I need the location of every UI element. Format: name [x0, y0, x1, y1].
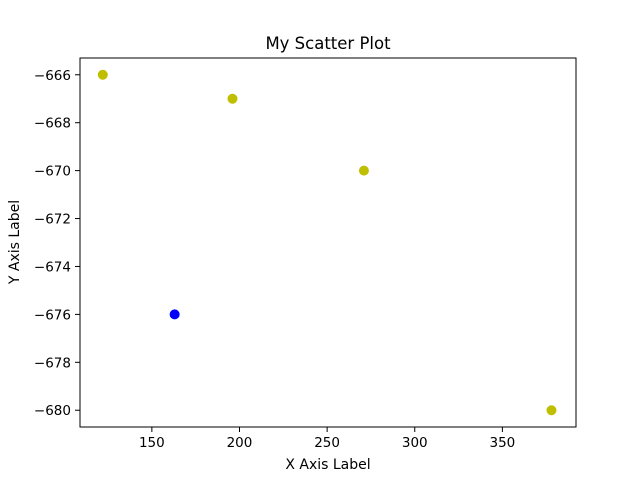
- x-tick-label: 200: [227, 435, 253, 451]
- y-tick-label: −680: [34, 403, 71, 419]
- scatter-point: [97, 69, 108, 80]
- x-axis-ticks: 150 200 250 300 350: [139, 427, 515, 451]
- x-axis-label: X Axis Label: [285, 457, 370, 473]
- x-tick-label: 300: [402, 435, 428, 451]
- y-tick-label: −668: [34, 116, 71, 132]
- scatter-point: [546, 405, 557, 416]
- y-tick-label: −674: [34, 259, 71, 275]
- scatter-point: [169, 309, 180, 320]
- y-axis-ticks: −666 −668 −670 −672 −674 −676 −678 −680: [34, 68, 80, 419]
- scatter-point: [358, 165, 369, 176]
- y-axis-label: Y Axis Label: [7, 200, 23, 285]
- y-tick-label: −666: [34, 68, 71, 84]
- chart-title: My Scatter Plot: [265, 34, 391, 53]
- x-tick-label: 250: [314, 435, 340, 451]
- y-tick-label: −676: [34, 307, 71, 323]
- y-tick-label: −678: [34, 355, 71, 371]
- data-points: [97, 69, 557, 416]
- y-tick-label: −670: [34, 164, 71, 180]
- scatter-point: [227, 93, 238, 104]
- y-tick-label: −672: [34, 212, 71, 228]
- axes-frame: [79, 57, 577, 428]
- x-tick-label: 350: [489, 435, 515, 451]
- x-tick-label: 150: [139, 435, 165, 451]
